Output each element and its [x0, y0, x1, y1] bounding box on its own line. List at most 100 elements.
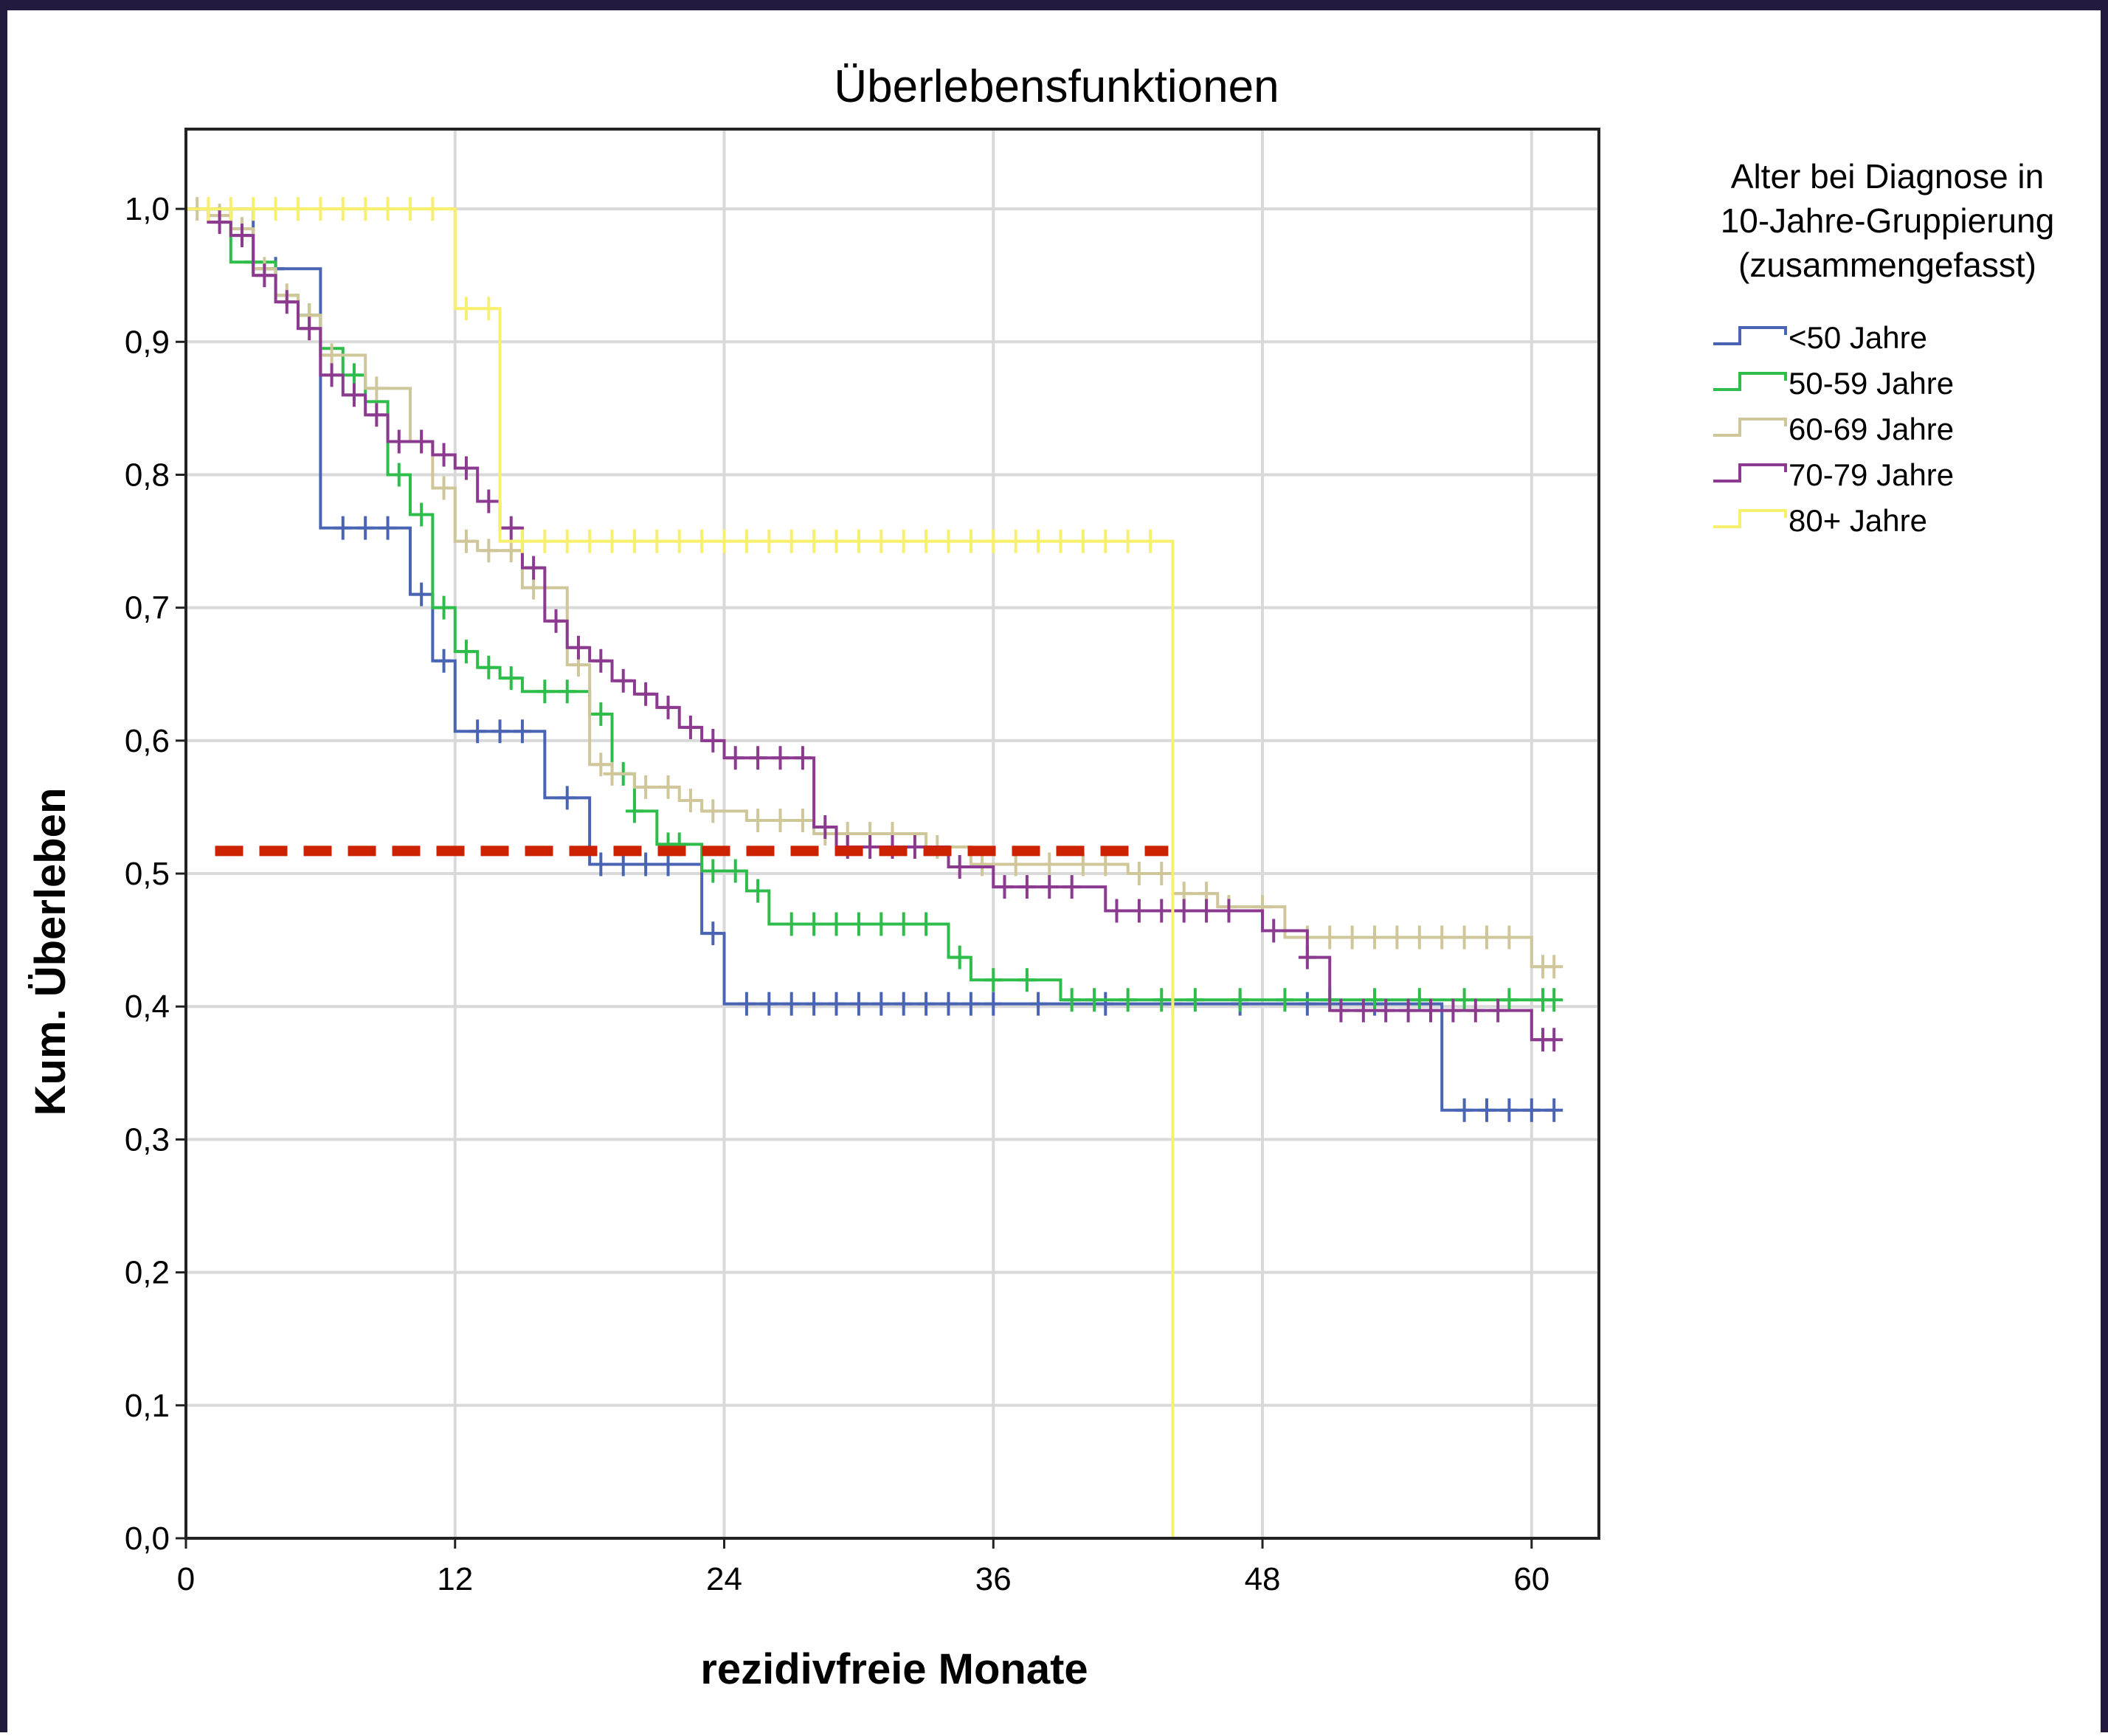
censor-mark: [726, 859, 744, 883]
x-tick-label: 48: [1245, 1561, 1281, 1597]
censor-mark: [1354, 998, 1372, 1023]
censor-mark: [356, 197, 375, 221]
censor-mark: [827, 529, 846, 553]
censor-mark: [681, 788, 699, 812]
censor-mark: [1017, 968, 1036, 992]
censor-mark: [849, 529, 868, 553]
censor-mark: [390, 463, 408, 487]
censor-mark: [984, 529, 1003, 553]
censor-mark: [782, 529, 801, 553]
censor-mark: [1466, 998, 1485, 1023]
legend-items: <50 Jahre 50-59 Jahre 60-69 Jahre 70-79 Jah…: [1713, 320, 1954, 538]
censor-mark: [637, 682, 655, 706]
grid-lines: [186, 129, 1599, 1538]
censor-mark: [704, 728, 722, 753]
plot-area-border: [184, 128, 1600, 1540]
series-line: [186, 207, 1555, 1002]
censor-mark: [1153, 862, 1171, 886]
censor-mark: [793, 746, 812, 770]
censor-mark: [244, 197, 263, 221]
censor-mark: [1478, 1098, 1496, 1122]
censor-mark: [827, 912, 846, 936]
censor-mark: [805, 992, 823, 1016]
censor-mark: [480, 489, 498, 513]
censor-mark: [1321, 925, 1339, 950]
censor-mark: [950, 855, 969, 879]
censor-mark: [401, 197, 419, 221]
legend-title-line: 10-Jahre-Gruppierung: [1721, 201, 2055, 240]
censor-mark: [984, 992, 1003, 1016]
y-tick-label: 0,5: [125, 856, 170, 892]
axis-ticks: 0 12 24 36 48 60 0,0 0,1 0,2 0,3 0,4 0,5 0,6 0,7 0,8 0,…: [125, 191, 1549, 1597]
censor-mark: [1298, 992, 1316, 1016]
legend-label: 50-59 Jahre: [1789, 366, 1954, 401]
censor-mark: [1096, 992, 1115, 1016]
censor-mark: [334, 197, 352, 221]
censor-mark: [1096, 852, 1115, 876]
censor-mark: [513, 719, 531, 744]
censor-mark: [469, 719, 487, 744]
series-line: [186, 207, 1175, 1538]
censor-mark: [1040, 852, 1059, 876]
series-group: [186, 207, 1563, 1122]
censor-mark: [1545, 1098, 1563, 1122]
censor-mark: [457, 640, 475, 664]
legend-swatch: [1713, 509, 1787, 528]
censor-mark: [255, 263, 274, 288]
censor-mark: [917, 992, 936, 1016]
x-tick-label: 0: [177, 1561, 195, 1597]
censor-mark: [502, 666, 520, 691]
censor-mark: [457, 456, 475, 480]
censor-mark: [1175, 899, 1193, 923]
legend-label: 60-69 Jahre: [1789, 412, 1954, 446]
censor-mark: [435, 595, 453, 620]
censor-mark: [525, 575, 543, 600]
y-tick-label: 0,1: [125, 1388, 170, 1424]
legend: Alter bei Diagnose in 10-Jahre-Gruppieru…: [1713, 157, 2054, 538]
censor-mark: [614, 852, 632, 876]
legend-swatch: [1713, 372, 1787, 391]
censor-mark: [356, 516, 375, 540]
censor-mark: [1276, 988, 1294, 1012]
censor-mark: [614, 668, 632, 693]
censor-mark: [1433, 925, 1451, 950]
censor-mark: [905, 835, 924, 860]
y-tick-label: 0,7: [125, 590, 170, 626]
censor-mark: [1029, 529, 1048, 553]
censor-mark: [625, 799, 643, 823]
censor-mark: [1455, 988, 1473, 1012]
censor-mark: [412, 429, 431, 454]
censor-mark: [1500, 988, 1518, 1012]
censor-mark: [592, 852, 610, 876]
censor-mark: [816, 815, 834, 839]
censor-mark: [1017, 875, 1036, 899]
censor-mark: [424, 197, 442, 221]
censor-mark: [849, 992, 868, 1016]
censor-mark: [1074, 529, 1092, 553]
censor-mark: [872, 912, 891, 936]
censor-mark: [1377, 998, 1395, 1023]
censor-mark: [637, 775, 655, 799]
censor-mark: [1444, 998, 1462, 1023]
censor-mark: [939, 992, 958, 1016]
censor-mark: [771, 746, 789, 770]
series-group: [186, 207, 1563, 1052]
censor-mark: [894, 529, 913, 553]
censor-mark: [749, 879, 767, 903]
censor-mark: [1107, 899, 1126, 923]
censor-mark: [536, 679, 554, 704]
censor-mark: [715, 529, 733, 553]
censor-mark: [1006, 852, 1025, 876]
censor-mark: [659, 695, 677, 719]
censor-mark: [345, 383, 363, 407]
censor-mark: [1478, 925, 1496, 950]
censor-mark: [592, 702, 610, 726]
censor-mark: [536, 529, 554, 553]
censor-mark: [277, 290, 296, 314]
censor-mark: [435, 443, 453, 467]
censor-mark: [1455, 925, 1473, 950]
censor-mark: [1040, 875, 1059, 899]
censor-mark: [861, 835, 880, 860]
y-tick-label: 0,3: [125, 1121, 170, 1158]
censor-mark: [345, 363, 363, 387]
